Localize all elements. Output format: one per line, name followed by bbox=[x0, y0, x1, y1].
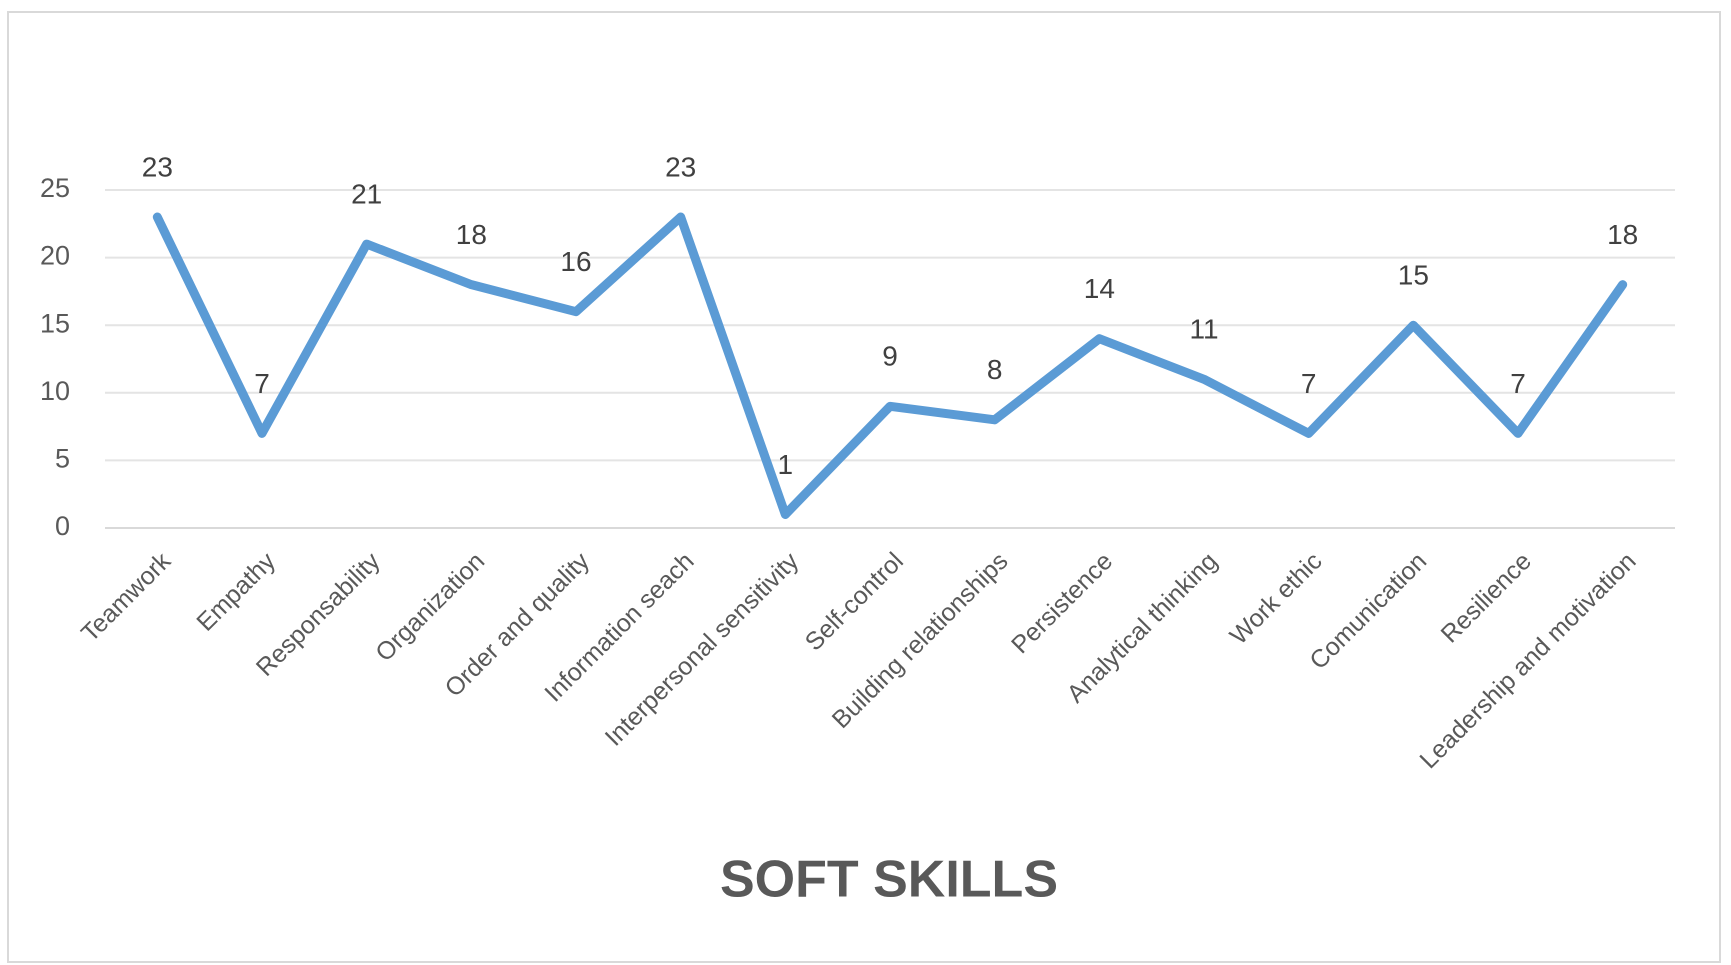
data-label: 15 bbox=[1398, 260, 1429, 291]
data-label: 7 bbox=[254, 368, 270, 399]
data-label: 23 bbox=[665, 151, 696, 182]
data-label: 11 bbox=[1189, 314, 1218, 345]
data-label: 7 bbox=[1510, 368, 1526, 399]
y-tick-label: 5 bbox=[55, 444, 70, 474]
y-tick-label: 10 bbox=[40, 376, 70, 406]
data-label: 18 bbox=[1607, 219, 1638, 250]
data-label: 16 bbox=[560, 246, 591, 277]
data-label: 9 bbox=[882, 341, 898, 372]
y-tick-label: 25 bbox=[40, 173, 70, 203]
data-line bbox=[152, 212, 1628, 519]
y-tick-label: 0 bbox=[55, 511, 70, 541]
chart-frame bbox=[7, 11, 1721, 963]
data-label: 14 bbox=[1084, 273, 1115, 304]
data-label: 21 bbox=[351, 178, 382, 209]
data-label: 18 bbox=[456, 219, 487, 250]
data-label: 23 bbox=[142, 151, 173, 182]
data-label: 7 bbox=[1301, 368, 1317, 399]
data-label: 8 bbox=[987, 354, 1003, 385]
chart-title: SOFT SKILLS bbox=[720, 851, 1058, 909]
data-label: 1 bbox=[778, 449, 794, 480]
y-tick-label: 20 bbox=[40, 241, 70, 271]
y-tick-label: 15 bbox=[40, 308, 70, 338]
